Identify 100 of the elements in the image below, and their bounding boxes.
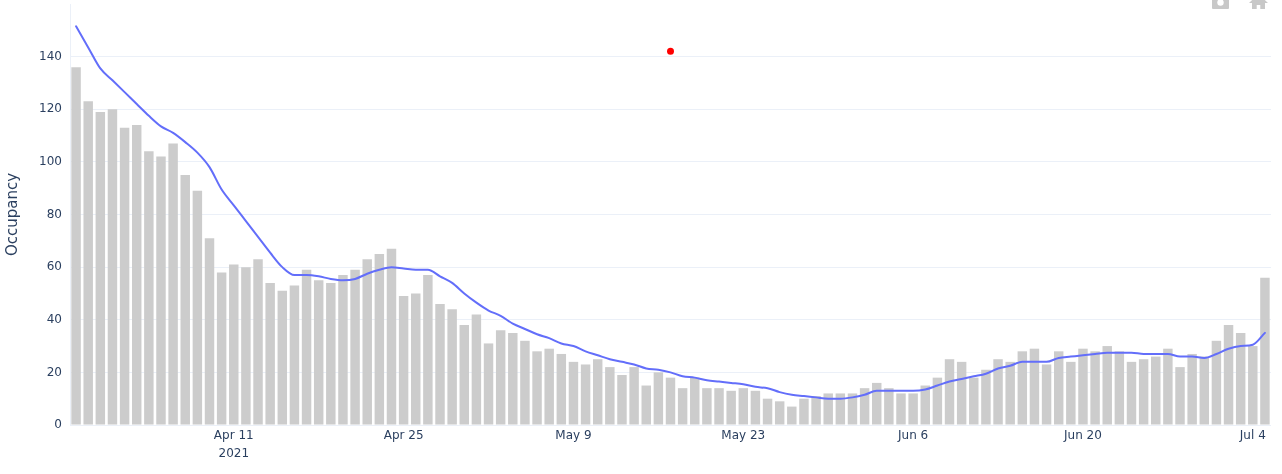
bar	[702, 388, 712, 425]
bar	[896, 393, 906, 425]
bar	[1211, 340, 1222, 425]
bar	[823, 393, 833, 425]
bar	[180, 175, 190, 425]
bar	[216, 272, 227, 425]
bar	[168, 143, 178, 425]
bar	[969, 377, 979, 425]
bar	[71, 67, 81, 425]
y-tick-label: 80	[46, 206, 62, 221]
bar	[774, 401, 785, 425]
bar	[447, 309, 457, 425]
bar	[799, 398, 809, 425]
bar	[1175, 367, 1185, 425]
bar	[1041, 364, 1052, 425]
bar	[1102, 346, 1112, 425]
bar	[993, 359, 1003, 425]
bar	[629, 367, 639, 425]
bar	[1078, 348, 1088, 425]
bar	[1066, 361, 1076, 425]
bar	[83, 101, 93, 425]
line-series	[75, 25, 1266, 400]
bar	[520, 340, 530, 425]
bar	[1163, 348, 1173, 425]
bar	[144, 151, 154, 425]
bar	[872, 382, 882, 425]
bar	[107, 109, 118, 425]
bar	[1017, 351, 1028, 425]
bar	[811, 396, 821, 425]
bar	[1248, 346, 1258, 425]
bar	[374, 253, 385, 425]
bar	[204, 238, 215, 425]
bar	[495, 330, 506, 425]
bar	[556, 353, 567, 425]
bar	[1260, 277, 1270, 425]
bar	[1053, 351, 1064, 425]
bar	[192, 190, 203, 425]
bar	[568, 361, 579, 425]
bar	[677, 388, 688, 425]
bar	[131, 125, 142, 425]
y-tick-label: 100	[39, 154, 62, 168]
bar	[471, 314, 482, 425]
bar	[738, 388, 749, 425]
bar	[1029, 348, 1040, 425]
bar	[592, 359, 603, 425]
x-tick-label: Jun 20	[1063, 428, 1102, 443]
bar	[617, 375, 627, 425]
bar	[956, 361, 967, 425]
bar	[1235, 332, 1246, 425]
y-tick-label: 20	[46, 364, 62, 379]
bar	[459, 325, 469, 425]
bar	[762, 398, 773, 425]
bar	[398, 296, 409, 425]
bar	[95, 111, 106, 425]
bar	[241, 267, 251, 425]
bar	[1138, 359, 1149, 425]
x-tick-label: Apr 11 2021	[213, 428, 254, 461]
bar	[265, 282, 275, 425]
bar	[532, 351, 542, 425]
bar	[1151, 356, 1161, 425]
x-tick-label: May 9	[555, 428, 592, 443]
bar	[884, 388, 894, 425]
x-tick-label: Apr 25	[383, 428, 424, 443]
bar	[1114, 351, 1125, 425]
bar	[580, 364, 591, 425]
bar	[362, 259, 372, 425]
bar	[932, 377, 943, 425]
bar	[859, 388, 870, 425]
bar	[944, 359, 955, 425]
bar	[1199, 356, 1210, 425]
x-tick-label: Jun 6	[897, 428, 929, 443]
bar	[156, 156, 166, 425]
bar	[665, 377, 676, 425]
bar	[544, 348, 554, 425]
bar	[1090, 351, 1100, 425]
bar	[338, 275, 348, 425]
bar	[690, 377, 700, 425]
bar	[277, 290, 288, 425]
bar	[386, 248, 397, 425]
bar	[229, 264, 239, 425]
bar	[750, 390, 761, 425]
bar	[726, 390, 736, 425]
bar	[835, 393, 846, 425]
bar	[714, 388, 724, 425]
bar	[1223, 325, 1234, 425]
bar	[508, 332, 518, 425]
bar	[1005, 361, 1015, 425]
bar	[787, 406, 797, 425]
y-tick-label: 0	[54, 417, 62, 432]
bar	[483, 343, 494, 425]
bar	[301, 269, 312, 425]
bar	[119, 127, 130, 425]
bar	[253, 259, 263, 425]
bar	[847, 393, 858, 425]
y-tick-label: 140	[39, 48, 62, 63]
y-axis-title: Occupancy	[2, 172, 21, 257]
x-tick-label: May 23	[721, 428, 766, 443]
bar	[350, 269, 360, 425]
bar	[423, 275, 433, 425]
bar	[981, 369, 991, 425]
